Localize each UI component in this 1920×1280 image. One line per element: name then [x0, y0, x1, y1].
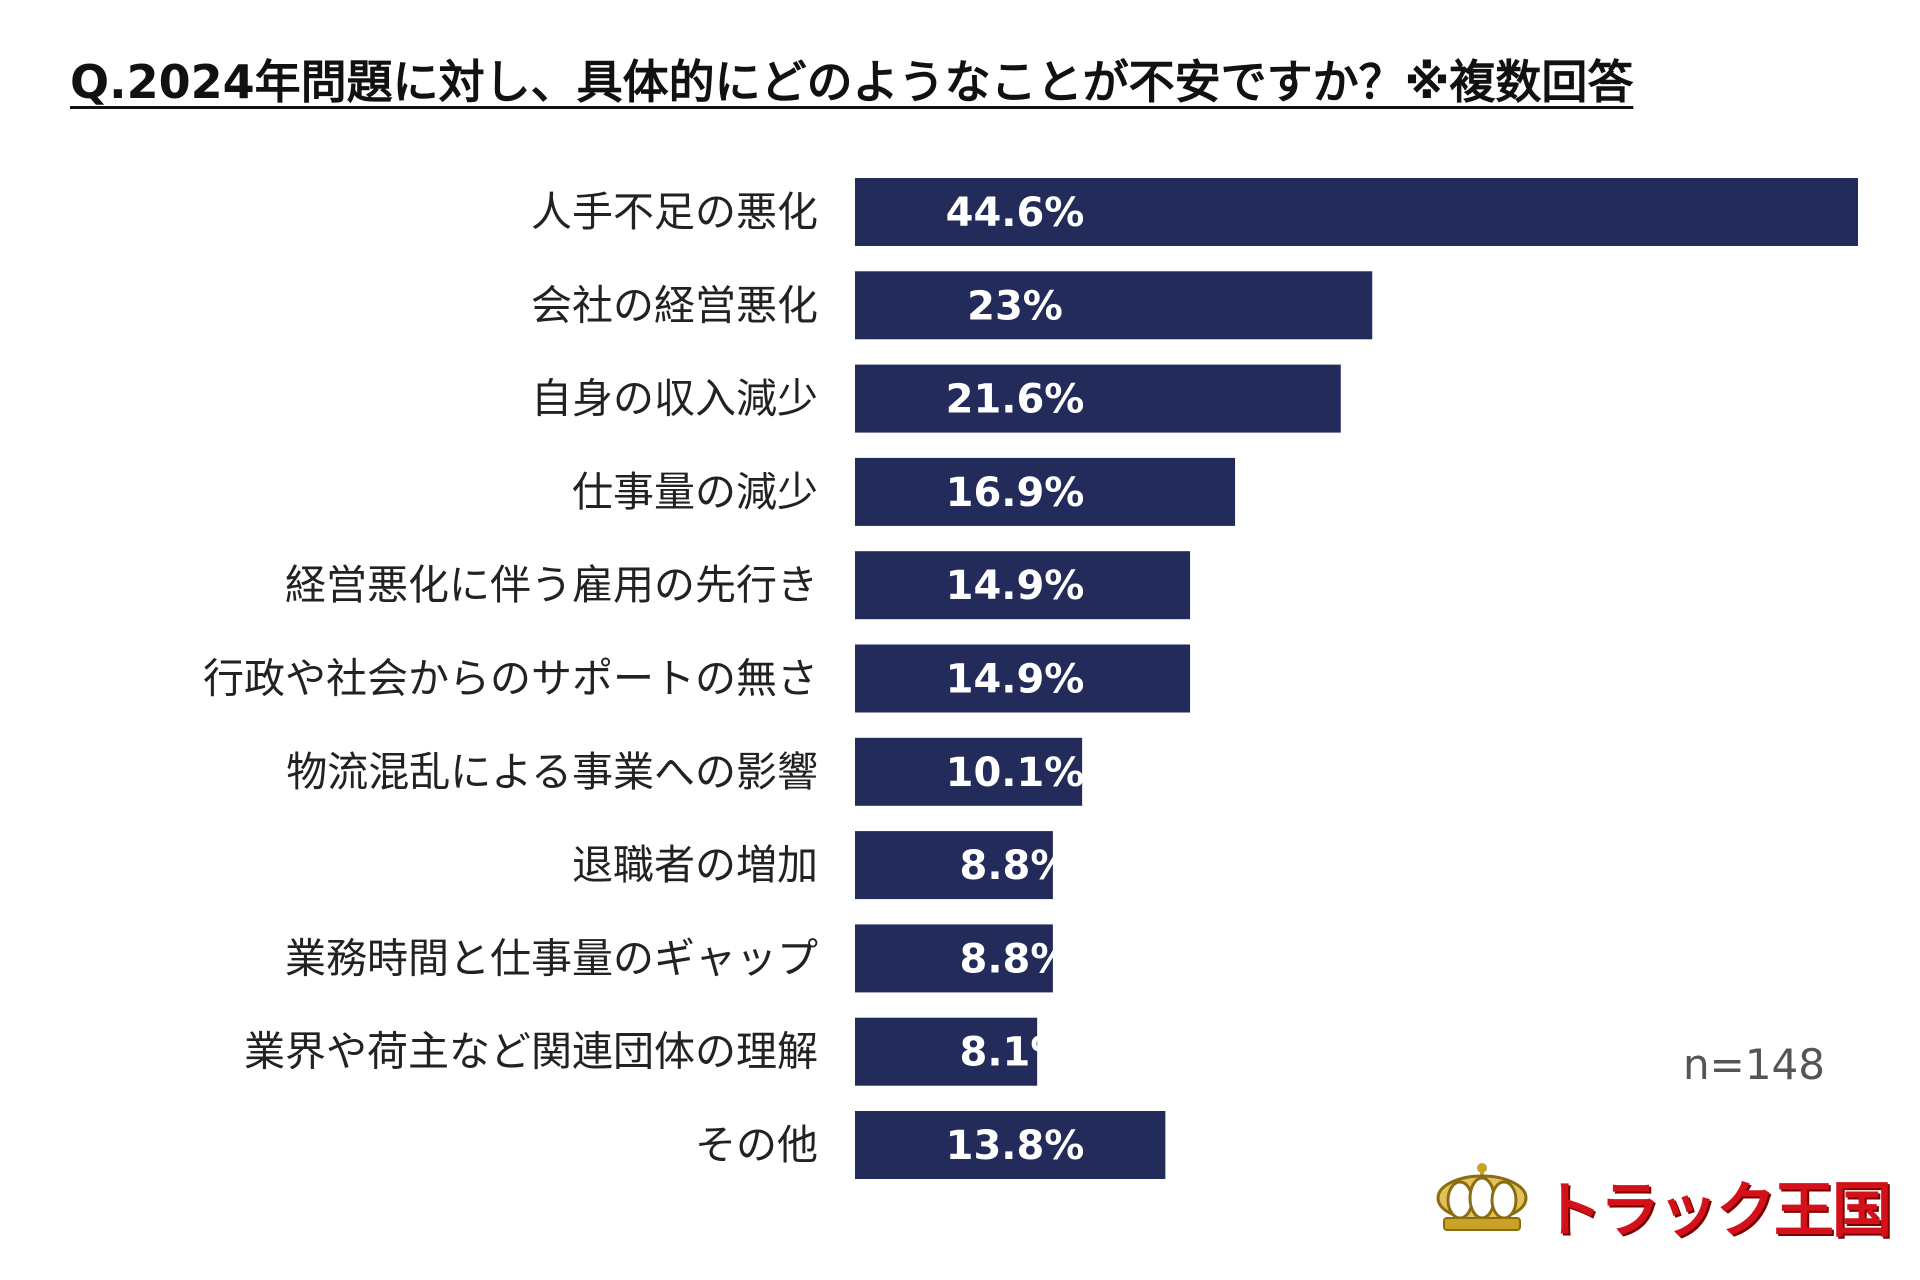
data-label: 8.8%	[960, 936, 1071, 982]
bar	[855, 457, 1236, 526]
chart-title: Q.2024年問題に対し、具体的にどのようなことが不安ですか？※複数回答	[70, 55, 1634, 109]
data-label: 13.8%	[946, 1123, 1085, 1169]
data-label: 14.9%	[946, 563, 1085, 609]
crown-icon	[1436, 1163, 1528, 1231]
bar	[855, 1017, 1038, 1086]
logo: トラック王国	[1432, 1160, 1892, 1246]
category-label: 会社の経営悪化	[531, 281, 818, 329]
bar	[855, 364, 1341, 433]
bar	[855, 271, 1373, 340]
data-label: 21.6%	[946, 377, 1085, 423]
category-label: 業界や荷主など関連団体の理解	[244, 1028, 818, 1076]
category-label: その他	[695, 1121, 818, 1169]
data-label: 8.1%	[960, 1030, 1071, 1076]
category-label: 経営悪化に伴う雇用の先行き	[285, 561, 818, 609]
logo-text: トラック王国	[1542, 1176, 1892, 1246]
bar	[855, 178, 1858, 246]
bar	[855, 644, 1191, 713]
bar	[855, 924, 1053, 993]
category-label: 行政や社会からのサポートの無さ	[203, 655, 818, 703]
bar	[855, 551, 1191, 620]
category-label: 人手不足の悪化	[531, 188, 818, 236]
bar	[855, 737, 1083, 806]
data-label: 44.6%	[946, 190, 1085, 236]
category-label: 自身の収入減少	[531, 375, 818, 423]
data-label: 14.9%	[946, 657, 1085, 703]
bar	[855, 831, 1053, 900]
sample-size-label: n=148	[1683, 1040, 1825, 1089]
bar	[855, 1111, 1166, 1179]
category-label: 業務時間と仕事量のギャップ	[285, 934, 818, 982]
data-label: 8.8%	[960, 843, 1071, 889]
data-label: 23%	[967, 283, 1063, 329]
category-label: 仕事量の減少	[572, 468, 818, 516]
data-label: 16.9%	[946, 470, 1085, 516]
data-label: 10.1%	[946, 750, 1085, 796]
category-label: 退職者の増加	[572, 841, 818, 889]
category-label: 物流混乱による事業への影響	[286, 748, 818, 796]
